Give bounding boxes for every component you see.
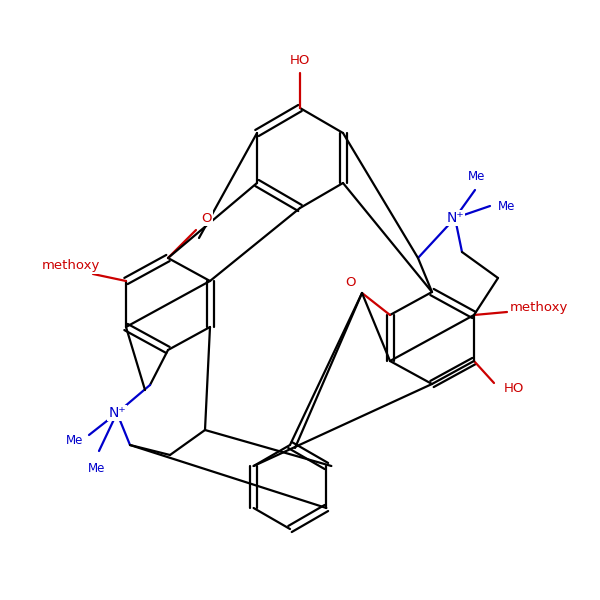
Text: O: O	[201, 211, 211, 224]
Text: HO: HO	[504, 382, 524, 395]
Text: methoxy: methoxy	[42, 259, 100, 272]
Text: Me: Me	[67, 434, 83, 448]
Text: O: O	[345, 277, 355, 289]
Text: N⁺: N⁺	[108, 406, 126, 420]
Text: N⁺: N⁺	[446, 211, 464, 225]
Text: HO: HO	[290, 53, 310, 67]
Text: methoxy: methoxy	[510, 301, 568, 313]
Text: Me: Me	[469, 169, 485, 182]
Text: Me: Me	[499, 199, 515, 212]
Text: Me: Me	[88, 461, 106, 475]
